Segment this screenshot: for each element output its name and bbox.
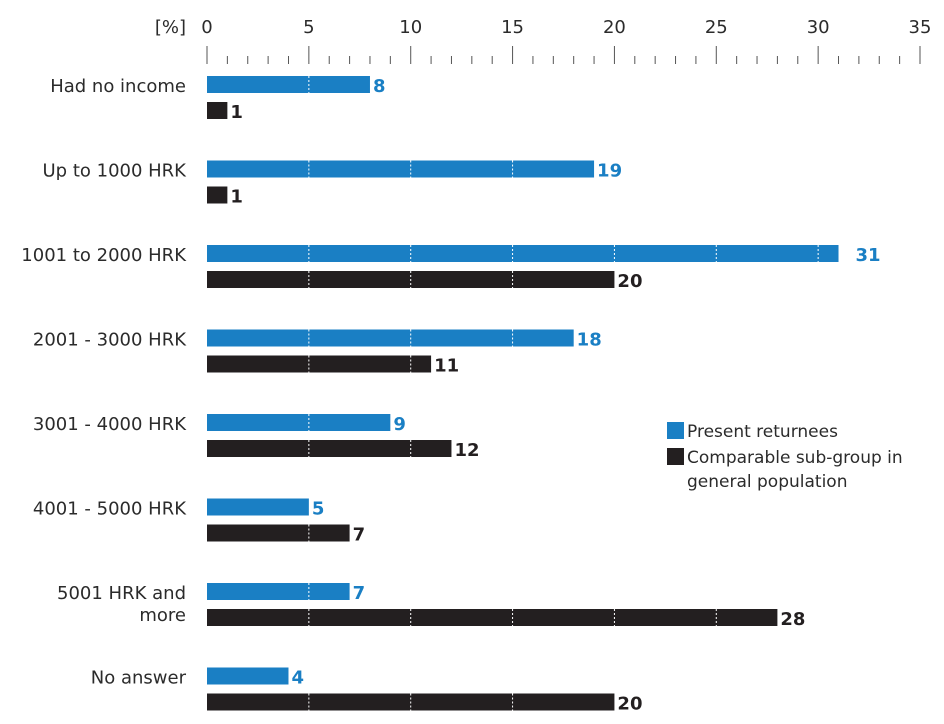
bars-group: Had no income 8 1 Up to 1000 HRK 19 1 1001 to … [21,76,881,715]
value-label: 19 [597,161,622,182]
category-label: 1001 to 2000 HRK [21,245,187,266]
category-group: 1001 to 2000 HRK 31 20 [21,245,881,292]
value-label: 7 [353,583,366,604]
value-label: 7 [353,525,366,546]
tick-label-0: 0 [201,17,212,38]
legend-label-line: general population [687,472,847,492]
legend: Present returnees Comparable sub-group in… [667,422,903,492]
category-group: 4001 - 5000 HRK 5 7 [33,498,366,546]
category-label: No answer [91,668,187,689]
value-label: 1 [230,187,243,208]
value-label: 18 [577,330,602,351]
value-label: 9 [393,414,406,435]
category-label-line: more [139,605,186,626]
tick-label-5: 5 [303,17,314,38]
category-label: 2001 - 3000 HRK [33,330,187,351]
category-group: 3001 - 4000 HRK 9 12 [33,414,480,461]
category-label: Up to 1000 HRK [43,161,188,182]
bar-returnees [207,583,350,600]
category-label: 4001 - 5000 HRK [33,499,187,520]
value-label: 8 [373,76,386,97]
bar-general-population [207,102,228,119]
tick-label-10: 10 [399,17,422,38]
tick-label-25: 25 [705,17,728,38]
x-axis: 0 5 10 15 20 25 30 35 [201,17,931,64]
category-label: Had no income [50,76,186,97]
category-group: 5001 HRK and more 7 28 [57,583,805,630]
legend-label: Comparable sub-group in general populatio… [687,448,903,492]
category-label-line: 1001 to 2000 HRK [21,245,187,266]
category-label-line: Had no income [50,76,186,97]
value-label: 5 [312,499,325,520]
value-label: 31 [856,245,881,266]
legend-swatch [667,448,684,465]
category-label-line: Up to 1000 HRK [43,161,188,182]
tick-label-20: 20 [603,17,626,38]
bar-returnees [207,414,391,431]
bar-returnees [207,76,370,93]
value-label: 20 [617,271,642,292]
bar-general-population [207,440,452,457]
bar-returnees [207,245,839,262]
bar-general-population [207,186,228,204]
category-label-line: 3001 - 4000 HRK [33,414,187,435]
category-group: Up to 1000 HRK 19 1 [43,160,622,208]
category-label: 5001 HRK and more [57,583,186,626]
legend-label: Present returnees [687,422,838,442]
tick-label-15: 15 [501,17,524,38]
value-label: 12 [454,440,479,461]
bar-general-population [207,355,432,373]
bar-returnees [207,498,309,516]
tick-label-35: 35 [909,17,932,38]
value-label: 28 [780,609,805,630]
unit-label: [%] [155,17,186,38]
category-label-line: 4001 - 5000 HRK [33,499,187,520]
legend-label-line: Comparable sub-group in [687,448,903,468]
value-label: 20 [617,694,642,715]
bar-general-population [207,524,350,542]
value-label: 4 [291,668,304,689]
category-label: 3001 - 4000 HRK [33,414,187,435]
value-label: 11 [434,356,459,377]
bar-returnees [207,160,595,178]
tick-label-30: 30 [807,17,830,38]
category-group: No answer 4 20 [91,667,642,715]
bar-general-population [207,609,778,626]
category-group: Had no income 8 1 [50,76,386,123]
bar-returnees [207,667,289,685]
category-label-line: 2001 - 3000 HRK [33,330,187,351]
category-group: 2001 - 3000 HRK 18 11 [33,329,602,377]
legend-swatch [667,422,684,439]
bar-returnees [207,329,574,347]
legend-label-line: Present returnees [687,422,838,442]
value-label: 1 [230,102,243,123]
category-label-line: No answer [91,668,187,689]
category-label-line: 5001 HRK and [57,583,186,604]
